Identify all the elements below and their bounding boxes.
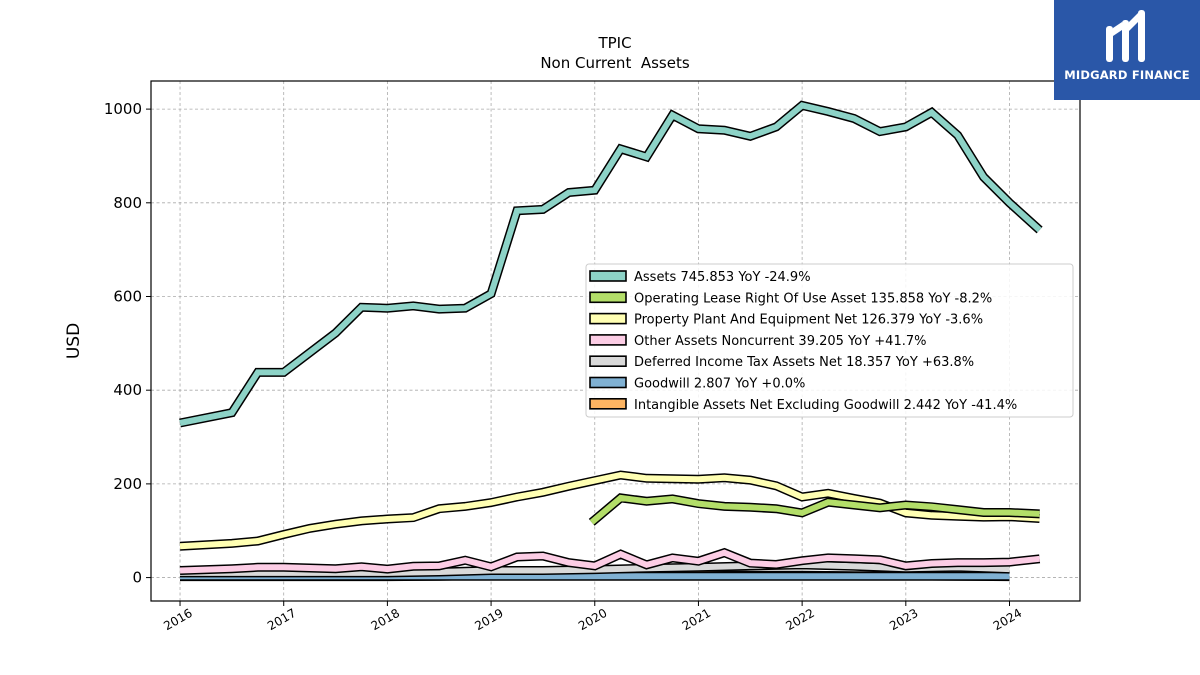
legend-swatch: [589, 312, 627, 325]
plot-frame: [150, 80, 1081, 602]
legend-entry-label: Property Plant And Equipment Net 126.379…: [634, 313, 983, 328]
x-tick-label: 2023: [887, 606, 920, 633]
legend-entry-label: Assets 745.853 YoY -24.9%: [634, 270, 811, 285]
legend-swatch: [589, 334, 627, 346]
y-tick-label: 800: [113, 194, 142, 212]
legend-entry-label: Operating Lease Right Of Use Asset 135.8…: [634, 291, 992, 306]
x-tick-label: 2020: [576, 606, 609, 633]
legend-entry-label: Intangible Assets Net Excluding Goodwill…: [634, 398, 1017, 413]
y-tick-label: 400: [113, 381, 142, 399]
chart-title: TPIC: [597, 34, 631, 52]
legend-entry-label: Deferred Income Tax Assets Net 18.357 Yo…: [634, 355, 974, 370]
series-operating-lease-right-of-use-asset: [588, 493, 1040, 526]
legend-box: [585, 263, 1074, 418]
x-tick-label: 2021: [680, 606, 713, 633]
y-tick-label: 600: [113, 287, 142, 305]
y-tick-label: 0: [132, 569, 142, 587]
chart-subtitle: Non Current Assets: [540, 54, 690, 72]
x-tick-label: 2017: [265, 606, 298, 633]
brand-name: MIDGARD FINANCE: [1064, 68, 1190, 82]
series-assets: [179, 100, 1043, 428]
y-tick-label: 1000: [104, 100, 142, 118]
legend-swatch: [589, 291, 627, 304]
legend-swatch: [589, 376, 627, 389]
legend-entry-label: Goodwill 2.807 YoY +0.0%: [634, 377, 805, 392]
y-axis-label: USD: [64, 323, 84, 359]
midgard-m-logo-icon: [1106, 10, 1145, 62]
x-tick-label: 2018: [369, 606, 402, 633]
y-tick-label: 200: [113, 475, 142, 493]
series-line: [179, 549, 1040, 574]
series-other-assets-noncurrent: [179, 547, 1041, 575]
x-tick-label: 2024: [991, 606, 1024, 633]
x-tick-label: 2016: [161, 606, 194, 633]
x-tick-label: 2019: [472, 606, 505, 633]
series-lines: [179, 100, 1043, 582]
legend-swatch: [589, 397, 627, 410]
x-tick-label: 2022: [783, 606, 816, 633]
legend-swatch: [589, 355, 627, 368]
series-line: [179, 102, 1042, 426]
legend: Assets 745.853 YoY -24.9% Operating Lease…: [585, 263, 1074, 418]
legend-entry-label: Other Assets Noncurrent 39.205 YoY +41.7…: [634, 334, 926, 349]
series-line: [589, 494, 1040, 525]
legend-swatch: [589, 270, 627, 282]
brand-logo: MIDGARD FINANCE: [1054, 0, 1200, 100]
